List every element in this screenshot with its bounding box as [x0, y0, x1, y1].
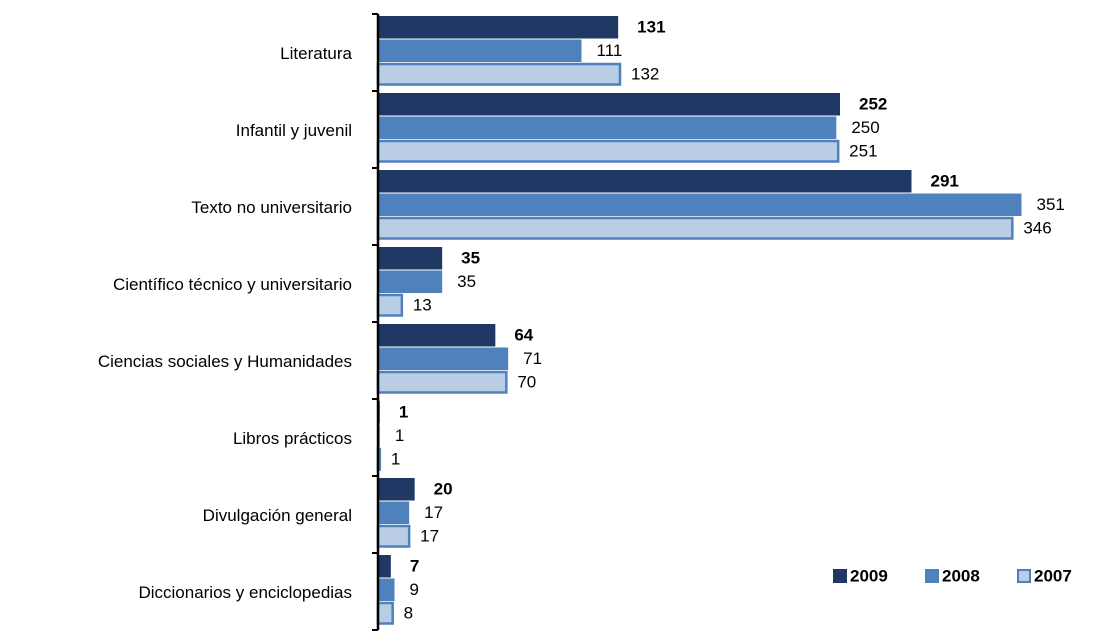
data-label: 291 [931, 172, 959, 191]
bar [376, 62, 622, 86]
data-label: 251 [849, 142, 877, 161]
bar [376, 139, 840, 163]
bar [378, 16, 619, 39]
legend-label: 2009 [850, 566, 888, 585]
data-label: 17 [424, 503, 443, 522]
data-label: 70 [517, 373, 536, 392]
y-tick-label: Infantil y juvenil [236, 121, 352, 140]
bar [376, 601, 394, 625]
bar [378, 501, 410, 524]
data-label: 1 [395, 426, 404, 445]
bar [376, 524, 411, 548]
bar [376, 216, 1014, 240]
bar [378, 578, 395, 601]
data-label: 35 [461, 249, 480, 268]
data-label: 346 [1023, 219, 1051, 238]
bar [376, 293, 404, 317]
data-label: 9 [410, 580, 419, 599]
bar [378, 555, 391, 578]
data-label: 64 [514, 326, 533, 345]
bar [378, 270, 443, 293]
data-label: 1 [399, 403, 408, 422]
bar [378, 247, 443, 270]
data-label: 132 [631, 65, 659, 84]
bar [376, 370, 508, 394]
y-tick-label: Texto no universitario [191, 198, 352, 217]
bar [378, 478, 415, 501]
bar [378, 324, 496, 347]
y-tick-label: Científico técnico y universitario [113, 275, 352, 294]
data-label: 20 [434, 480, 453, 499]
y-tick-label: Literatura [280, 44, 352, 63]
bar [378, 193, 1022, 216]
data-label: 111 [597, 41, 623, 60]
data-label: 351 [1037, 195, 1065, 214]
bar [378, 93, 840, 116]
y-tick-label: Divulgación general [203, 506, 352, 525]
bar [378, 170, 912, 193]
bar [378, 116, 837, 139]
data-label: 131 [637, 18, 665, 37]
data-label: 250 [851, 118, 879, 137]
y-tick-label: Libros prácticos [233, 429, 352, 448]
legend-label: 2008 [942, 566, 980, 585]
legend-label: 2007 [1034, 566, 1072, 585]
data-label: 35 [457, 272, 476, 291]
legend-swatch [1017, 569, 1031, 583]
y-tick-label: Diccionarios y enciclopedias [138, 583, 352, 602]
legend-swatch [925, 569, 939, 583]
data-label: 252 [859, 95, 887, 114]
legend-swatch [833, 569, 847, 583]
data-label: 1 [391, 450, 400, 469]
data-label: 13 [413, 296, 432, 315]
bar [378, 347, 509, 370]
data-label: 7 [410, 557, 419, 576]
y-tick-label: Ciencias sociales y Humanidades [98, 352, 352, 371]
data-label: 8 [404, 604, 413, 623]
data-label: 71 [523, 349, 542, 368]
bar [378, 39, 582, 62]
data-label: 17 [420, 527, 439, 546]
